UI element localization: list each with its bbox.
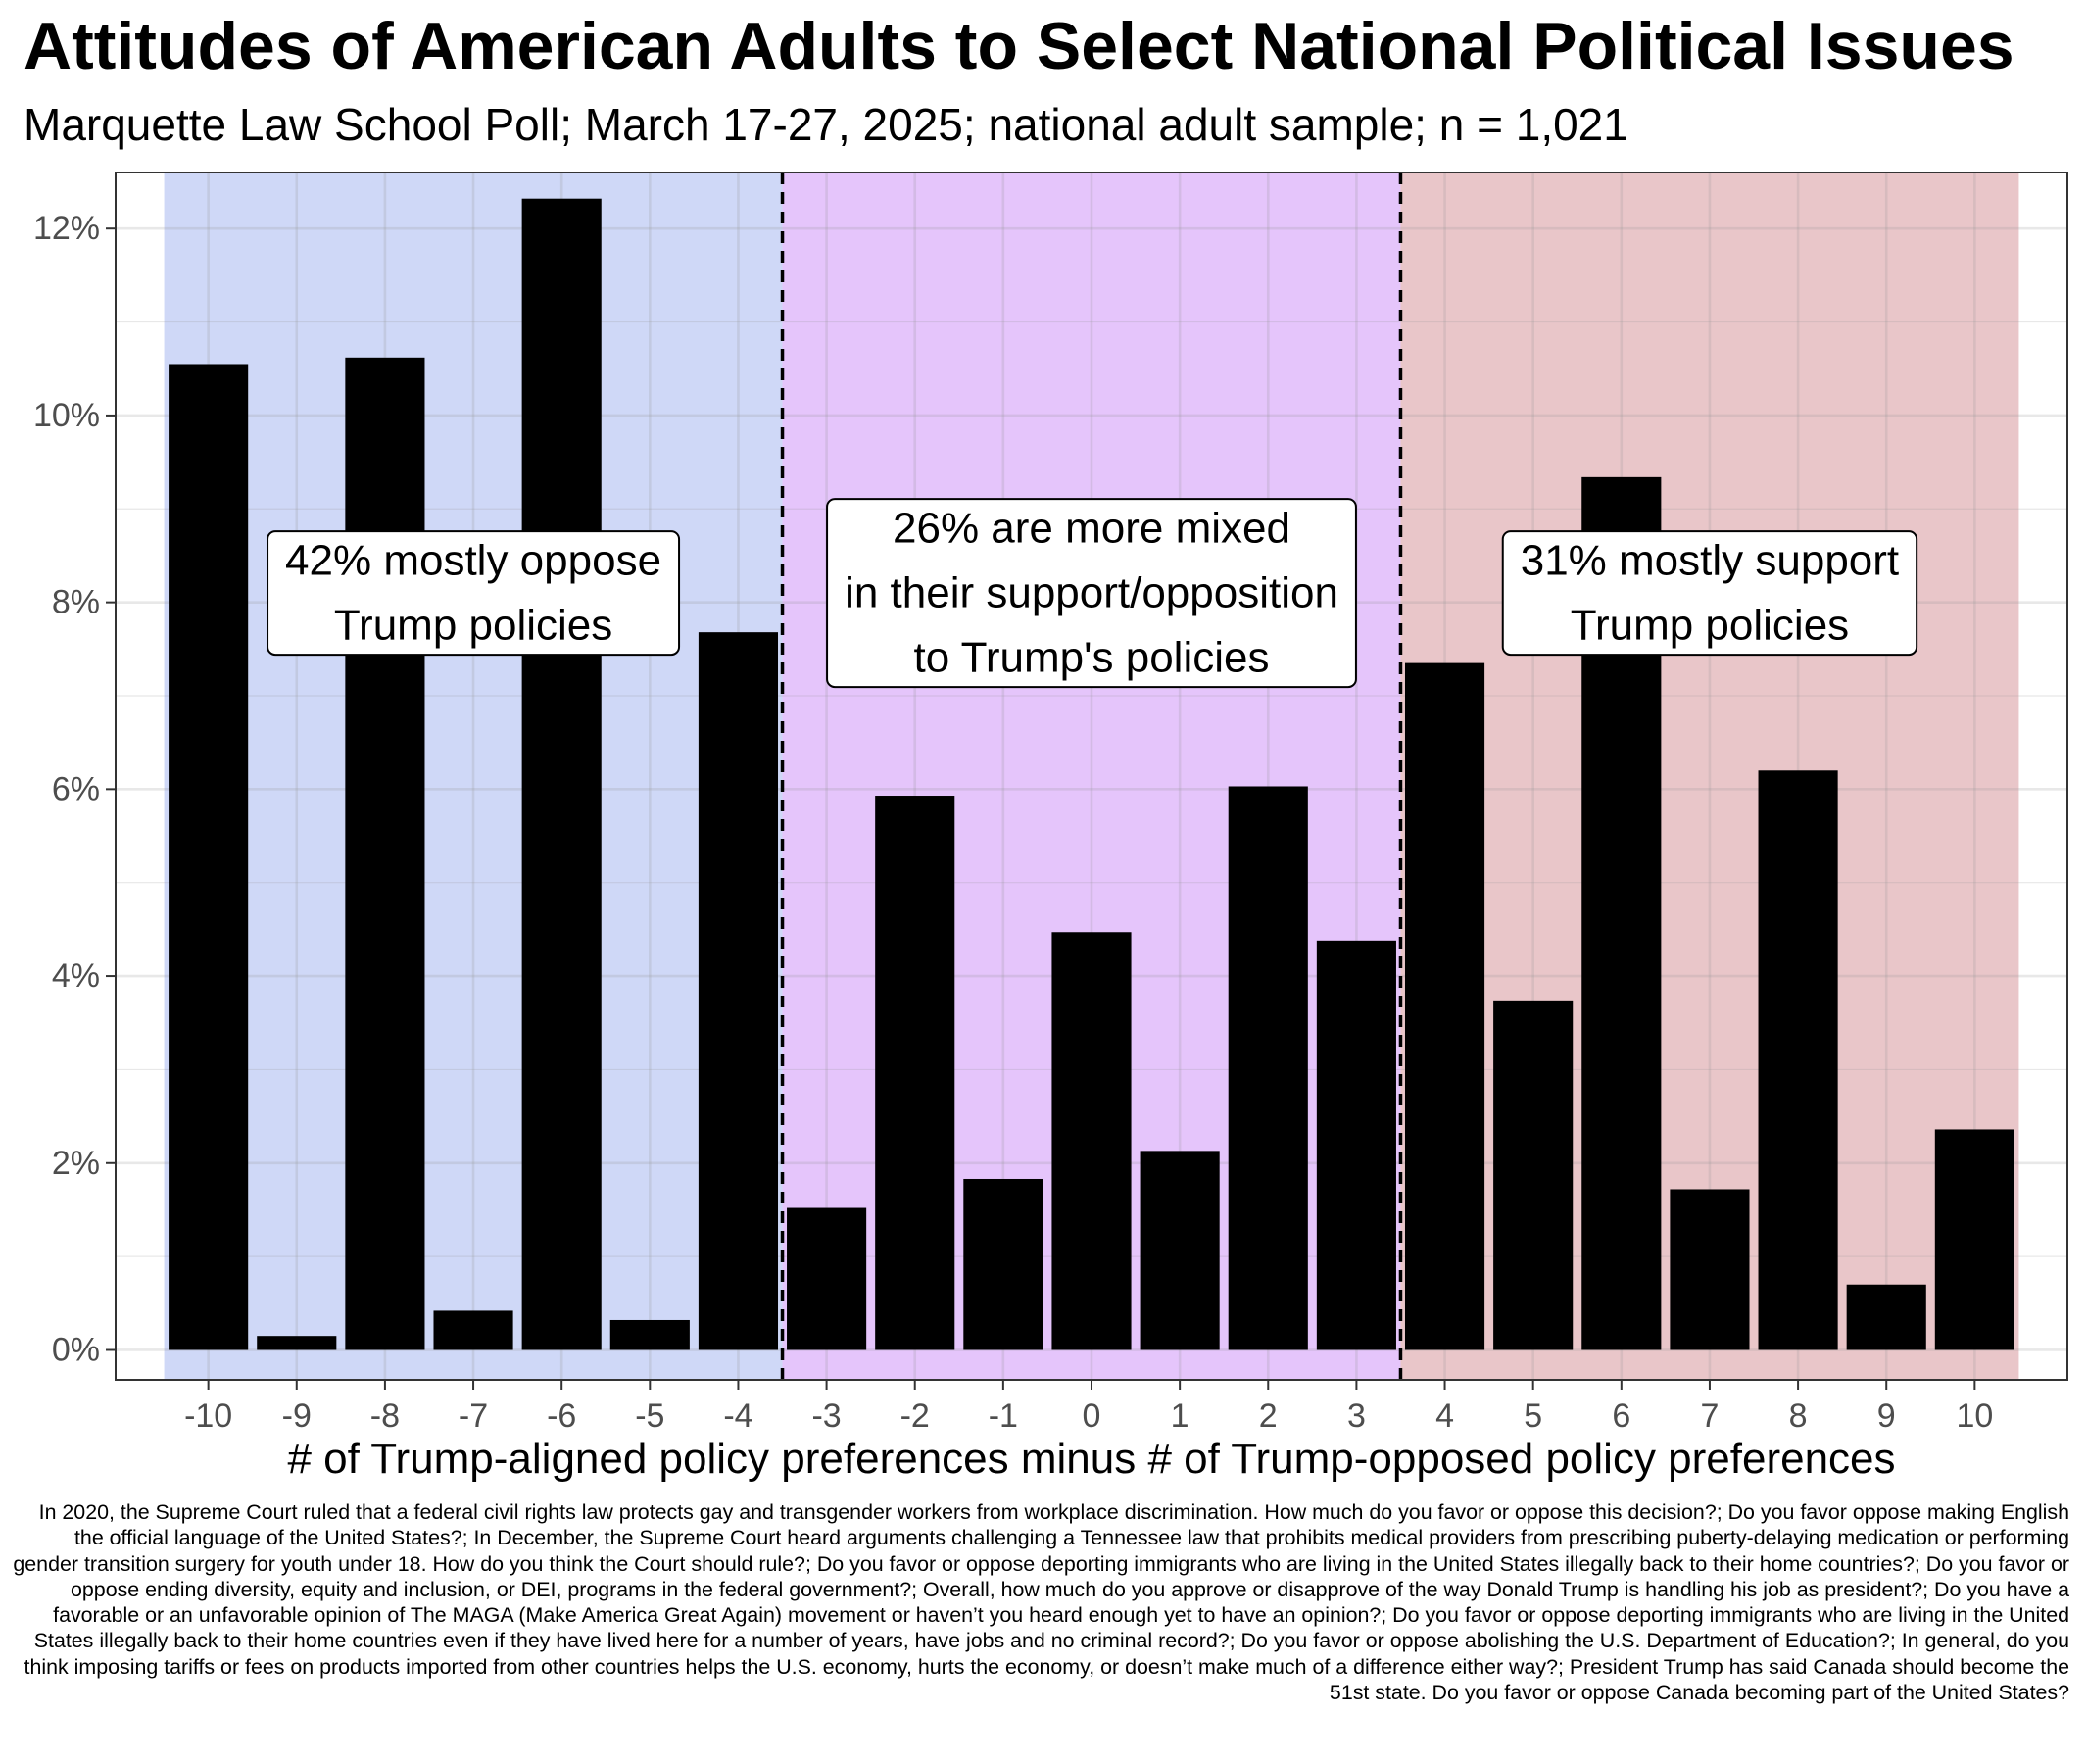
region-bg-0 (164, 172, 783, 1380)
bar--2 (875, 796, 955, 1350)
annotation-0-line-0: 42% mostly oppose (285, 537, 661, 585)
x-tick-label: -2 (900, 1397, 930, 1435)
bar-7 (1670, 1189, 1750, 1350)
annotation-1-line-1: in their support/opposition (845, 569, 1338, 617)
bar-4 (1404, 662, 1485, 1350)
x-tick-label: 6 (1612, 1397, 1630, 1435)
y-tick-label: 12% (33, 210, 100, 247)
x-tick-label: -9 (282, 1397, 312, 1435)
annotation-1: 26% are more mixed in their support/oppos… (826, 498, 1357, 689)
annotation-1-line-2: to Trump's policies (914, 634, 1270, 682)
bars (169, 198, 2014, 1350)
y-tick-label: 8% (52, 584, 100, 621)
x-tick-label: -1 (989, 1397, 1018, 1435)
bar-0 (1051, 932, 1132, 1350)
bar-3 (1316, 940, 1396, 1350)
y-tick-label: 0% (52, 1331, 100, 1368)
annotation-0: 42% mostly oppose Trump policies (267, 530, 681, 657)
bar-1 (1140, 1151, 1220, 1350)
x-tick-label: 4 (1435, 1397, 1454, 1435)
x-axis-label: # of Trump-aligned policy preferences mi… (287, 1435, 1895, 1483)
x-tick-label: -7 (459, 1397, 488, 1435)
x-tick-label: -10 (184, 1397, 232, 1435)
x-tick-label: -5 (635, 1397, 664, 1435)
bar--6 (521, 198, 602, 1350)
x-tick-label: 1 (1171, 1397, 1189, 1435)
x-tick-label: -8 (370, 1397, 400, 1435)
bar-10 (1934, 1129, 2014, 1350)
y-tick-label: 10% (33, 397, 100, 434)
chart: 42% mostly oppose Trump policies 26% are m… (33, 172, 2068, 1483)
annotation-2-line-1: Trump policies (1571, 602, 1849, 650)
annotation-2-line-0: 31% mostly support (1521, 537, 1899, 585)
annotation-0-line-1: Trump policies (334, 602, 612, 650)
y-tick-label: 4% (52, 957, 100, 995)
x-tick-label: -3 (811, 1397, 841, 1435)
bar--1 (963, 1178, 1044, 1350)
divider-lines (780, 172, 1403, 1380)
bar--8 (345, 357, 425, 1350)
x-tick-label: 10 (1956, 1397, 1993, 1435)
annotation-2: 31% mostly support Trump policies (1501, 530, 1918, 657)
bar-2 (1228, 786, 1308, 1350)
y-tick-label: 2% (52, 1145, 100, 1182)
x-tick-label: 9 (1877, 1397, 1896, 1435)
x-tick-label: 8 (1789, 1397, 1808, 1435)
bar--10 (169, 364, 249, 1350)
bar--7 (433, 1310, 513, 1350)
bar--5 (609, 1319, 690, 1350)
x-tick-label: 7 (1700, 1397, 1719, 1435)
bar--9 (257, 1336, 337, 1350)
chart-title: Attitudes of American Adults to Select N… (24, 9, 2014, 83)
chart-subtitle: Marquette Law School Poll; March 17-27, … (24, 99, 1628, 150)
bar--4 (698, 632, 779, 1350)
bar-5 (1493, 1000, 1574, 1350)
bar-8 (1758, 770, 1838, 1350)
bar-9 (1846, 1284, 1926, 1350)
annotation-box-0 (267, 530, 681, 657)
annotation-box-2 (1501, 530, 1918, 657)
x-tick-label: 3 (1347, 1397, 1366, 1435)
x-tick-label: 2 (1259, 1397, 1278, 1435)
x-tick-label: 0 (1083, 1397, 1101, 1435)
x-tick-label: -6 (547, 1397, 576, 1435)
y-tick-label: 6% (52, 770, 100, 808)
axes: 0%2%4%6%8%10%12%-10 -9 -8 -7 -6 -5 -4 -3 -2 -1 0 1 2… (33, 210, 1993, 1435)
bar--3 (787, 1207, 867, 1350)
caption: In 2020, the Supreme Court ruled that a … (13, 1500, 2069, 1705)
annotations: 42% mostly oppose Trump policies 26% are m… (267, 498, 1918, 689)
annotation-box-1 (826, 498, 1357, 689)
annotation-1-line-0: 26% are more mixed (893, 505, 1290, 553)
x-tick-label: -4 (723, 1397, 752, 1435)
x-tick-label: 5 (1524, 1397, 1542, 1435)
